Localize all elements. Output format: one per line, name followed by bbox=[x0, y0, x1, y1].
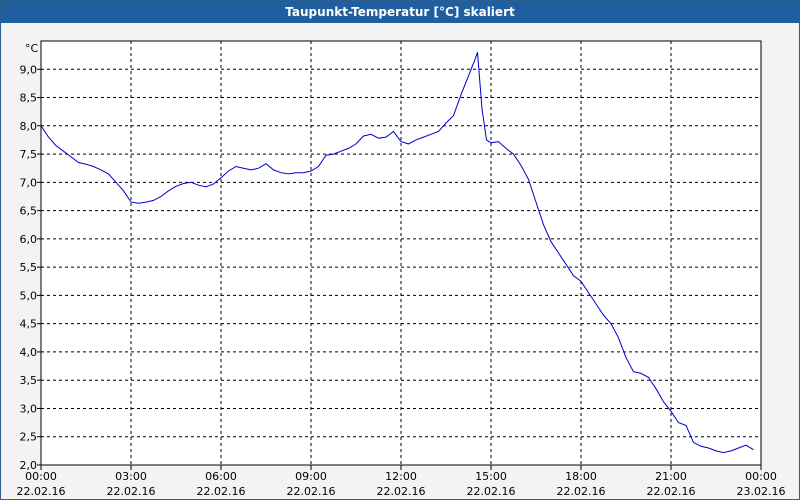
y-tick-label: 4,0 bbox=[20, 346, 38, 359]
y-tick-label: 6,0 bbox=[20, 233, 38, 246]
y-tick-label: 8,5 bbox=[20, 92, 38, 105]
y-tick-label: 5,0 bbox=[20, 289, 38, 302]
y-tick-label: 5,5 bbox=[20, 261, 38, 274]
x-tick-time: 12:00 bbox=[385, 470, 417, 483]
x-tick-date: 22.02.16 bbox=[197, 485, 246, 498]
horizontal-gridlines bbox=[41, 68, 761, 466]
y-tick-label: 3,5 bbox=[20, 374, 38, 387]
x-tick-time: 03:00 bbox=[115, 470, 147, 483]
window-title: Taupunkt-Temperatur [°C] skaliert bbox=[1, 1, 799, 23]
x-tick-time: 00:00 bbox=[745, 470, 777, 483]
chart-canvas: °C 2,0 2,5 3,0 3,5 4,0 4,5 5,0 5,5 6,0 6,5 7,0 7,5 8… bbox=[17, 40, 786, 498]
y-tick-label: 7,0 bbox=[20, 176, 38, 189]
y-tick-label: 3,0 bbox=[20, 402, 38, 415]
y-tick-label: 7,5 bbox=[20, 148, 38, 161]
x-tick-date: 22.02.16 bbox=[647, 485, 696, 498]
y-tick-label: 9,0 bbox=[20, 63, 38, 76]
x-tick-date: 22.02.16 bbox=[377, 485, 426, 498]
dewpoint-series-line bbox=[40, 52, 754, 454]
y-tick-label: 2,5 bbox=[20, 431, 38, 444]
x-tick-time: 15:00 bbox=[475, 470, 507, 483]
y-axis-unit-label: °C bbox=[25, 42, 39, 55]
y-tick-label: 6,5 bbox=[20, 205, 38, 218]
x-tick-date: 22.02.16 bbox=[467, 485, 516, 498]
x-tick-time: 18:00 bbox=[565, 470, 597, 483]
y-tick-label: 2,0 bbox=[20, 459, 38, 472]
x-tick-time: 09:00 bbox=[295, 470, 327, 483]
x-tick-date: 22.02.16 bbox=[17, 485, 66, 498]
x-tick-date: 23.02.16 bbox=[737, 485, 786, 498]
y-tick-label: 8,0 bbox=[20, 120, 38, 133]
y-axis-ticks: 2,0 2,5 3,0 3,5 4,0 4,5 5,0 5,5 6,0 6,5 7,0 7,5 8,0 8… bbox=[20, 63, 41, 472]
x-tick-date: 22.02.16 bbox=[557, 485, 606, 498]
x-tick-time: 00:00 bbox=[25, 470, 57, 483]
x-tick-date: 22.02.16 bbox=[107, 485, 156, 498]
x-axis-ticks: 00:00 22.02.16 03:00 22.02.16 06:00 22.02.16 0… bbox=[17, 465, 786, 498]
x-tick-time: 21:00 bbox=[655, 470, 687, 483]
x-tick-time: 06:00 bbox=[205, 470, 237, 483]
y-tick-label: 4,5 bbox=[20, 318, 38, 331]
x-tick-date: 22.02.16 bbox=[287, 485, 336, 498]
